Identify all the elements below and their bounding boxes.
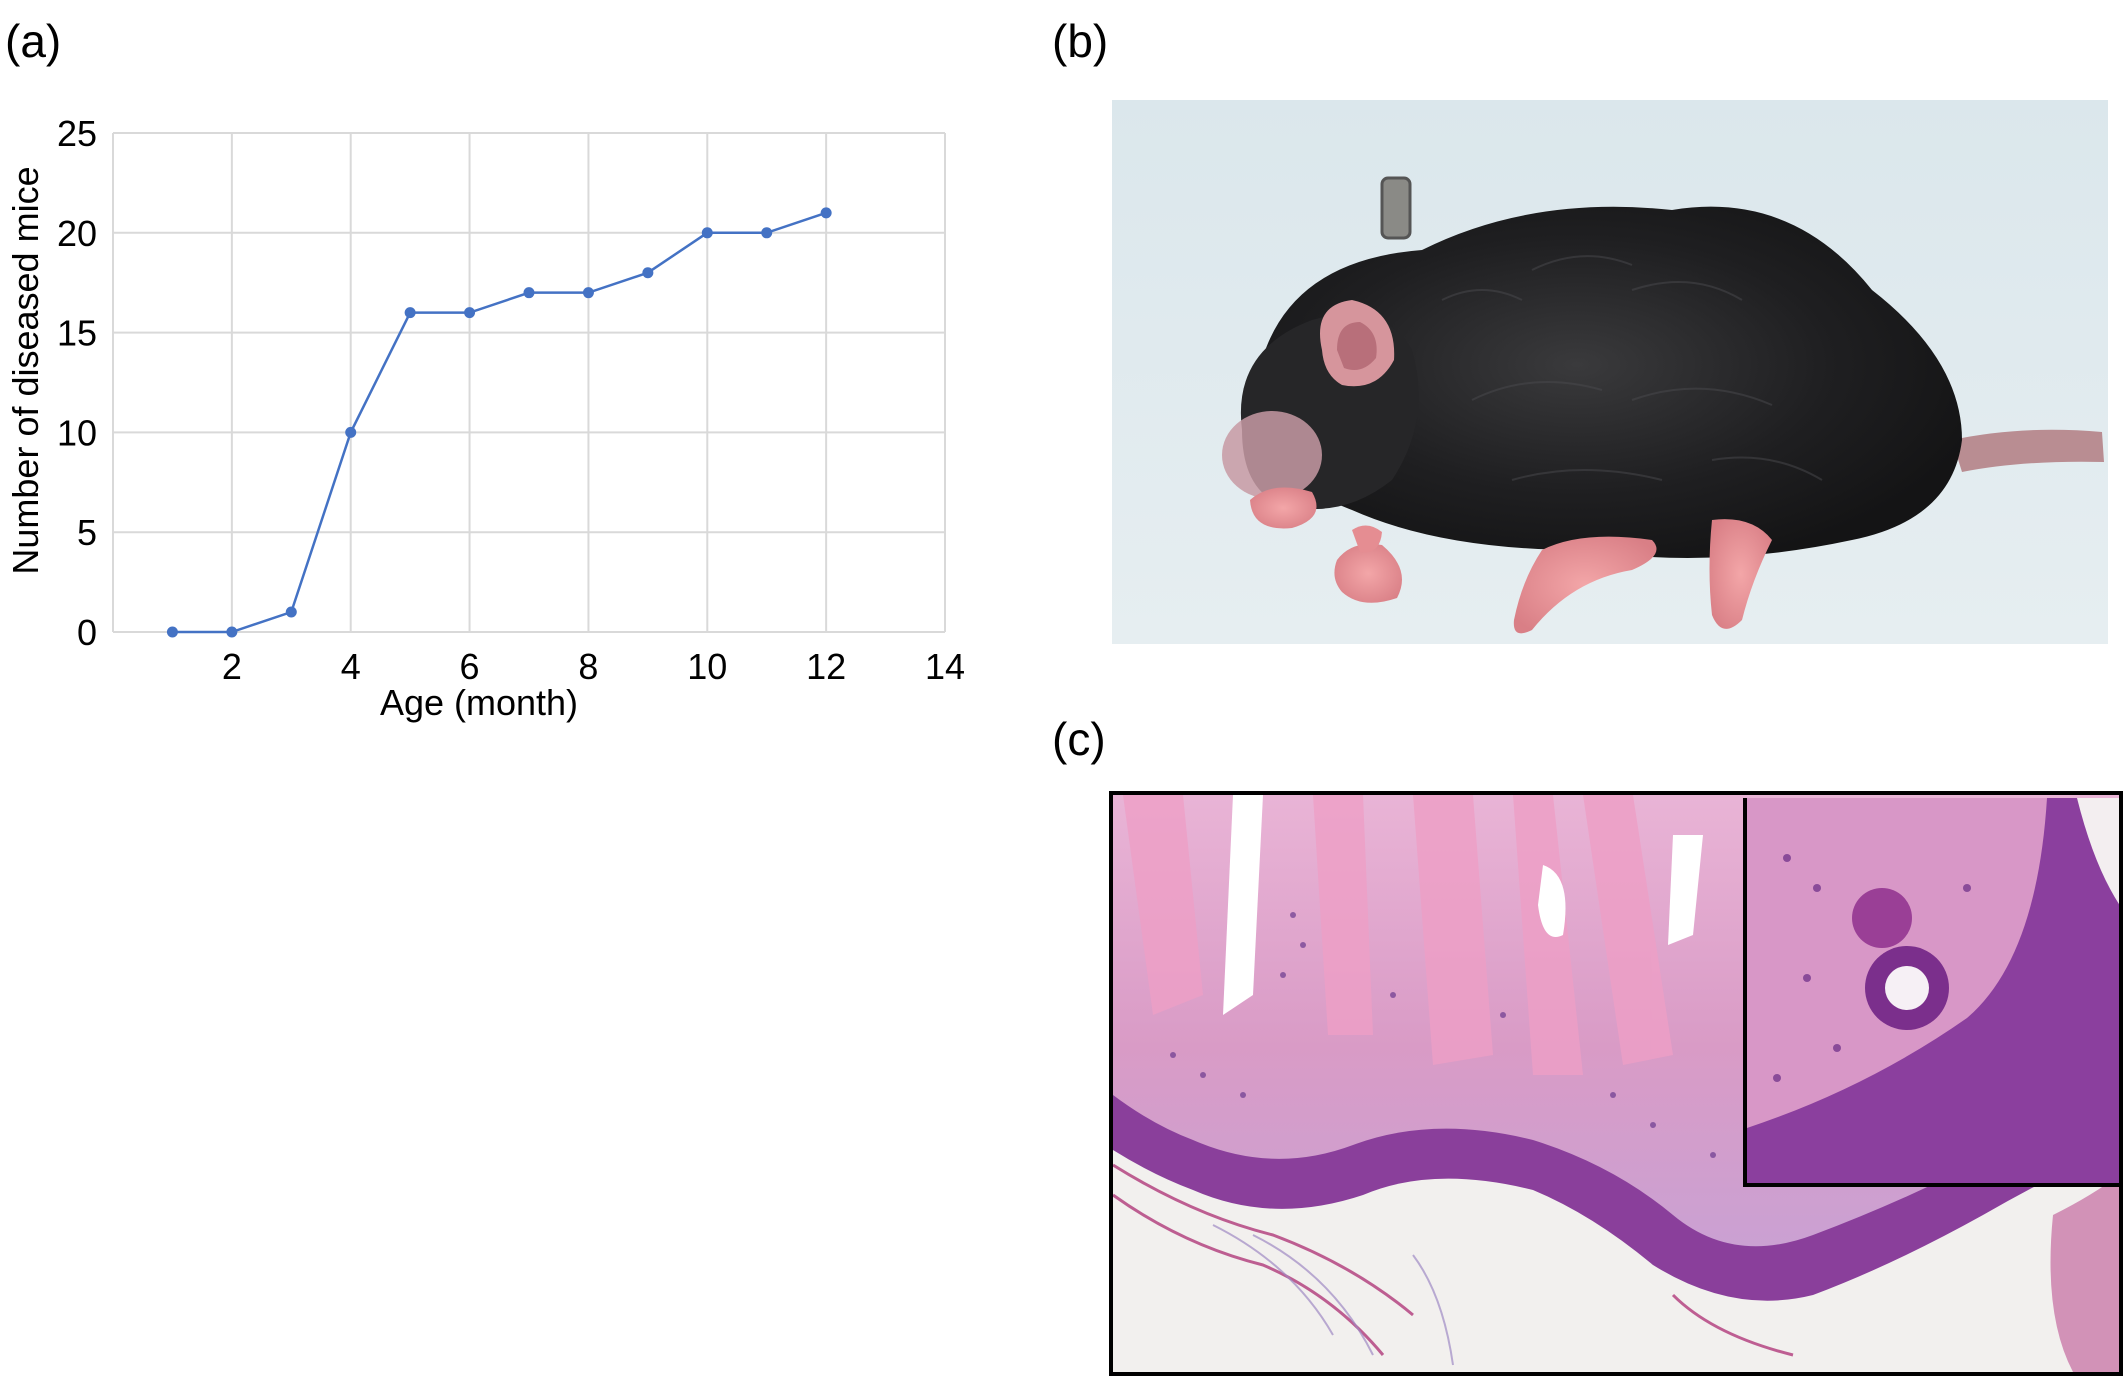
data-point	[582, 287, 594, 299]
panel-label-c: (c)	[1052, 713, 1106, 765]
y-tick-label: 0	[77, 612, 97, 653]
data-point	[404, 307, 416, 319]
y-tick-label: 20	[57, 213, 97, 254]
x-tick-label: 4	[341, 646, 361, 687]
panel-label-a: (a)	[5, 15, 62, 67]
x-tick-label: 6	[460, 646, 480, 687]
data-point	[523, 287, 535, 299]
data-point	[820, 207, 832, 219]
x-tick-label: 14	[925, 646, 965, 687]
data-point	[345, 426, 357, 438]
chart-grid	[112, 132, 946, 633]
histology-photo	[1109, 791, 2123, 1376]
y-axis-label: Number of diseased mice	[5, 166, 46, 574]
mouse-photo	[1112, 100, 2108, 644]
data-point	[464, 307, 476, 319]
x-axis-label: Age (month)	[380, 682, 578, 723]
x-tick-label: 2	[222, 646, 242, 687]
panel-label-b: (b)	[1052, 15, 1109, 67]
y-tick-label: 10	[57, 412, 97, 453]
y-tick-label: 25	[57, 113, 97, 154]
histology-inset	[1743, 798, 2119, 1187]
data-point	[642, 267, 654, 279]
x-tick-label: 8	[578, 646, 598, 687]
chart-series	[166, 207, 832, 638]
data-point	[761, 227, 773, 239]
y-tick-label: 15	[57, 313, 97, 354]
x-tick-label: 10	[687, 646, 727, 687]
data-point	[226, 626, 238, 638]
chart-ticks: 0 5 10 15 20 25 2 4 6 8 10 12 14	[57, 113, 965, 687]
data-point	[166, 626, 178, 638]
line-chart: 0 5 10 15 20 25 2 4 6 8 10 12 14 Age (month) Number …	[5, 113, 965, 723]
series-line	[172, 211, 827, 634]
y-tick-label: 5	[77, 512, 97, 553]
data-point	[701, 227, 713, 239]
data-point	[285, 606, 297, 618]
x-tick-label: 12	[806, 646, 846, 687]
